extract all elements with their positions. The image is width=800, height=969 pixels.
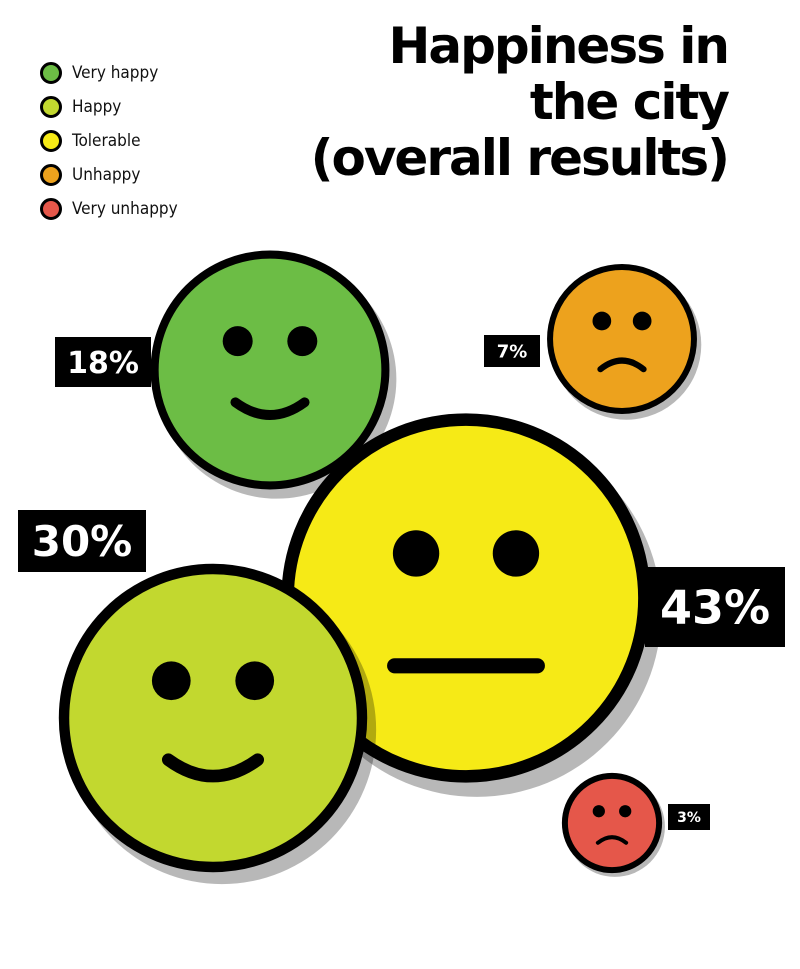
face-eye — [287, 326, 318, 357]
face-mouth — [230, 397, 310, 420]
legend-label: Very unhappy — [72, 199, 178, 219]
legend: Very happy Happy Tolerable Unhappy Very … — [40, 56, 178, 226]
face-body — [58, 563, 368, 873]
face-eye — [222, 326, 253, 357]
legend-item-very-unhappy: Very unhappy — [40, 192, 178, 226]
legend-swatch — [40, 164, 62, 186]
face-happy — [58, 563, 377, 885]
legend-label: Tolerable — [72, 131, 141, 151]
value-label-very-happy: 18% — [55, 337, 151, 387]
face-mouth — [597, 357, 647, 373]
value-label-box — [55, 337, 151, 387]
legend-swatch — [40, 198, 62, 220]
face-body — [561, 772, 663, 874]
value-label-box — [484, 335, 540, 367]
value-label-happy: 30% — [18, 510, 146, 572]
value-label-box — [18, 510, 146, 572]
value-label-box — [645, 567, 785, 647]
face-eye — [235, 661, 275, 701]
legend-item-happy: Happy — [40, 90, 178, 124]
face-very-unhappy — [561, 772, 665, 877]
face-body — [150, 250, 390, 490]
face-tolerable — [281, 413, 662, 797]
legend-item-unhappy: Unhappy — [40, 158, 178, 192]
chart-title-line-2: the city — [529, 73, 730, 131]
face-very-happy — [150, 250, 397, 499]
face-mouth — [161, 753, 265, 783]
legend-swatch — [40, 62, 62, 84]
value-label-text: 18% — [67, 346, 139, 381]
face-eye — [492, 530, 540, 577]
chart-title-line-1: Happiness in — [388, 17, 730, 75]
face-eye — [392, 530, 440, 577]
legend-item-very-happy: Very happy — [40, 56, 178, 90]
legend-label: Happy — [72, 97, 122, 117]
value-label-tolerable: 43% — [645, 567, 785, 647]
value-label-text: 3% — [677, 810, 701, 826]
legend-swatch — [40, 130, 62, 152]
chart-title-line-3: (overall results) — [310, 129, 730, 187]
value-label-text: 43% — [660, 581, 770, 635]
face-eye — [151, 661, 191, 701]
face-unhappy — [547, 264, 702, 420]
value-label-text: 30% — [32, 517, 133, 566]
face-eye — [619, 805, 632, 818]
value-label-box — [668, 804, 710, 830]
value-label-text: 7% — [497, 341, 528, 362]
legend-item-tolerable: Tolerable — [40, 124, 178, 158]
value-label-very-unhappy: 3% — [668, 804, 710, 830]
legend-label: Unhappy — [72, 165, 141, 185]
value-label-unhappy: 7% — [484, 335, 540, 367]
legend-swatch — [40, 96, 62, 118]
face-eye — [592, 805, 605, 818]
face-mouth — [595, 835, 629, 845]
face-body — [547, 264, 697, 414]
face-eye — [592, 311, 612, 331]
legend-label: Very happy — [72, 63, 159, 83]
face-eye — [632, 311, 652, 331]
chart-title: Happiness in the city (overall results) — [310, 17, 730, 187]
